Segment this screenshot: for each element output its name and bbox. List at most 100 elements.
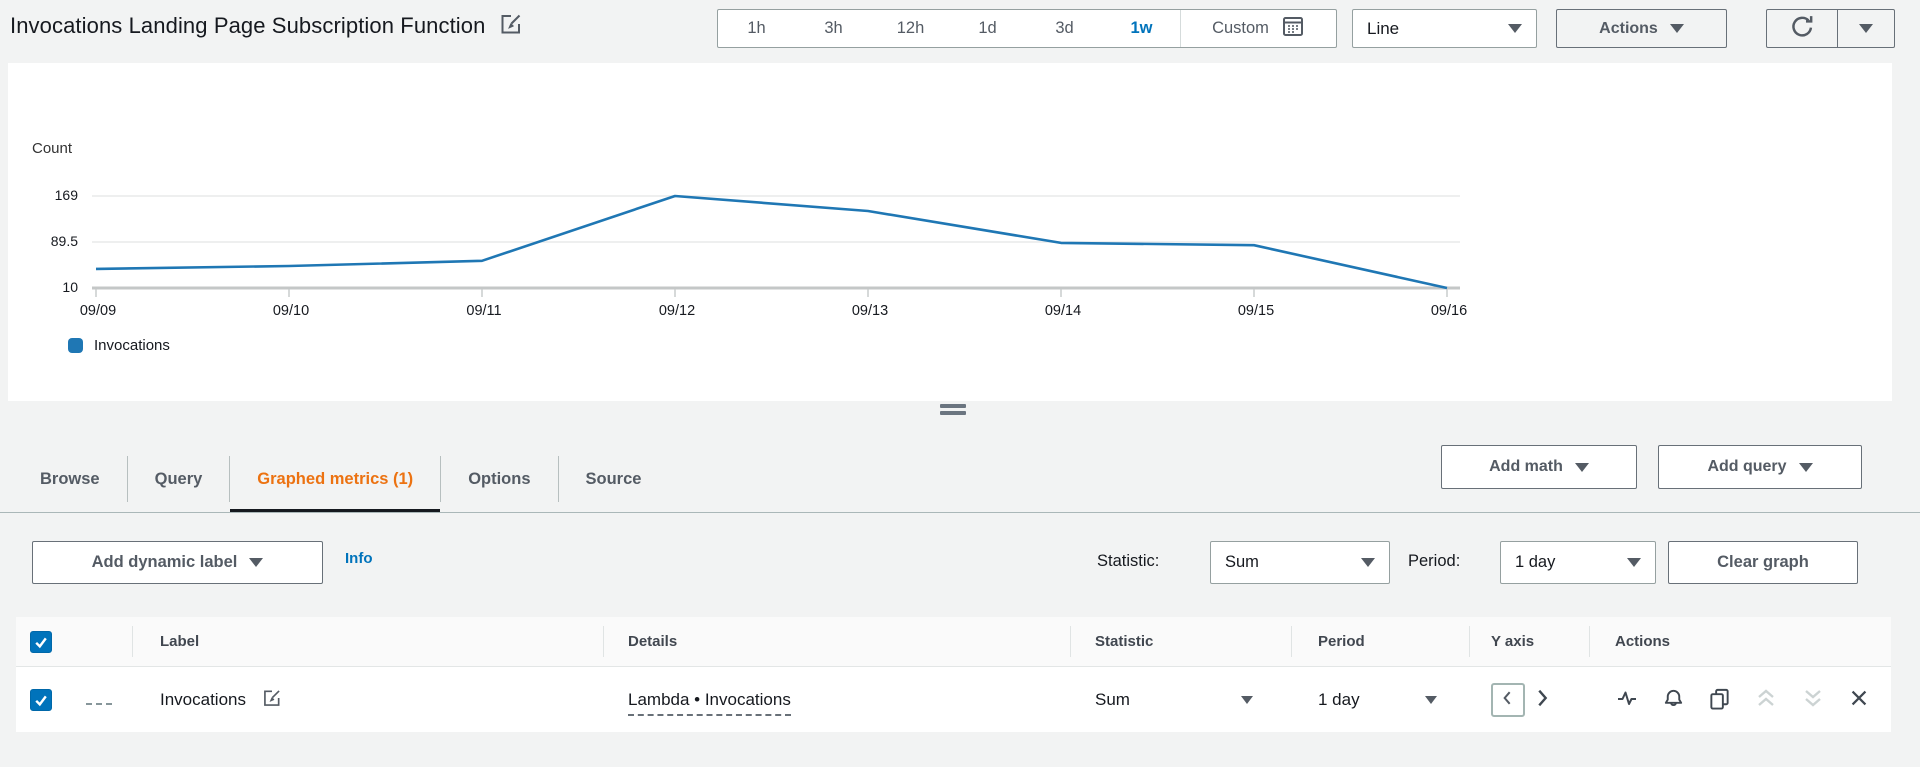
- metric-color-swatch[interactable]: [86, 699, 112, 705]
- statistic-label: Statistic:: [1097, 552, 1160, 570]
- edit-metric-label-button[interactable]: [262, 688, 282, 711]
- tab-graphed-metrics[interactable]: Graphed metrics (1): [230, 445, 441, 513]
- x-tick-0910: 09/10: [272, 303, 310, 319]
- select-all-checkbox[interactable]: [30, 630, 52, 653]
- y-axis-title: Count: [32, 140, 73, 157]
- time-range-1d[interactable]: 1d: [978, 19, 997, 37]
- chevron-down-icon: [1241, 695, 1253, 704]
- chevron-down-icon: [1574, 462, 1589, 472]
- time-range-3d[interactable]: 3d: [1055, 19, 1074, 37]
- refresh-button[interactable]: [1766, 9, 1838, 48]
- x-tick-0914: 09/14: [1044, 303, 1082, 319]
- x-tick-0916: 09/16: [1430, 303, 1468, 319]
- edit-icon: [262, 688, 282, 711]
- chart-svg[interactable]: [92, 188, 1464, 304]
- actions-label: Actions: [1599, 19, 1658, 37]
- clear-graph-button[interactable]: Clear graph: [1668, 541, 1858, 584]
- divider: [440, 456, 442, 502]
- statistic-select[interactable]: Sum: [1210, 541, 1390, 584]
- move-down-button[interactable]: [1801, 686, 1825, 713]
- add-math-label: Add math: [1489, 458, 1563, 475]
- page-title: Invocations Landing Page Subscription Fu…: [10, 12, 486, 38]
- divider: [1180, 10, 1181, 47]
- move-up-button[interactable]: [1754, 686, 1778, 713]
- header: Invocations Landing Page Subscription Fu…: [10, 12, 523, 39]
- y-axis-left-button[interactable]: [1491, 682, 1525, 717]
- x-tick-0911: 09/11: [466, 303, 502, 319]
- tab-query[interactable]: Query: [154, 469, 203, 488]
- legend-label: Invocations: [94, 337, 170, 354]
- double-chevron-down-icon: [1801, 686, 1825, 713]
- pulse-icon: [1615, 686, 1639, 713]
- x-tick-0912: 09/12: [658, 303, 696, 319]
- chart-type-value: Line: [1367, 18, 1400, 38]
- chevron-down-icon: [249, 558, 264, 567]
- chart-panel: Count 169 89.5 10 09/09 09/10 09/11 09/1…: [8, 63, 1892, 401]
- add-query-label: Add query: [1707, 458, 1787, 475]
- bell-icon: [1662, 687, 1685, 713]
- chevron-left-icon: [1498, 688, 1518, 711]
- time-range-1w[interactable]: 1w: [1130, 19, 1153, 37]
- x-tick-0909: 09/09: [79, 303, 117, 319]
- chevron-down-icon: [1859, 24, 1873, 33]
- refresh-group: [1766, 9, 1895, 48]
- create-alarm-button[interactable]: [1662, 687, 1685, 713]
- divider: [126, 456, 128, 502]
- graph-metric-button[interactable]: [1615, 686, 1639, 713]
- info-link[interactable]: Info: [345, 550, 373, 567]
- period-label: Period:: [1408, 552, 1461, 570]
- tab-options[interactable]: Options: [468, 469, 531, 488]
- edit-icon: [499, 12, 523, 39]
- table-row: Invocations Lambda • Invocations Sum 1 d…: [16, 667, 1891, 732]
- divider: [229, 456, 231, 502]
- copy-icon: [1708, 687, 1731, 713]
- chevron-down-icon: [1361, 558, 1375, 567]
- row-period-select[interactable]: 1 day: [1291, 690, 1469, 710]
- y-tick-89-5: 89.5: [50, 233, 78, 249]
- remove-metric-button[interactable]: [1848, 687, 1870, 712]
- time-range-3h[interactable]: 3h: [824, 19, 843, 37]
- legend-item-invocations[interactable]: Invocations: [68, 337, 170, 354]
- chevron-down-icon: [1627, 558, 1641, 567]
- refresh-options-button[interactable]: [1838, 9, 1895, 48]
- chart-type-select[interactable]: Line: [1352, 9, 1537, 48]
- actions-button[interactable]: Actions: [1556, 9, 1727, 48]
- invocations-line: [95, 194, 1448, 290]
- custom-time-range-button[interactable]: Custom: [1181, 14, 1336, 43]
- time-range-group: 1h 3h 12h 1d 3d 1w Custom: [717, 9, 1337, 48]
- chevron-down-icon: [1798, 462, 1813, 472]
- edit-title-button[interactable]: [499, 12, 523, 39]
- duplicate-button[interactable]: [1708, 687, 1731, 713]
- header-details: Details: [603, 617, 1070, 666]
- panel-resize-handle[interactable]: [940, 404, 966, 418]
- add-math-button[interactable]: Add math: [1441, 445, 1637, 489]
- add-dynamic-label-text: Add dynamic label: [91, 553, 238, 571]
- time-range-1h[interactable]: 1h: [747, 19, 766, 37]
- add-query-button[interactable]: Add query: [1658, 445, 1862, 489]
- row-statistic-value: Sum: [1095, 689, 1130, 709]
- tab-source[interactable]: Source: [585, 469, 642, 488]
- x-tick-0913: 09/13: [851, 303, 889, 319]
- clear-graph-label: Clear graph: [1717, 553, 1809, 571]
- close-icon: [1848, 687, 1870, 712]
- row-period-value: 1 day: [1318, 689, 1360, 709]
- row-checkbox[interactable]: [30, 688, 52, 711]
- x-tick-0915: 09/15: [1237, 303, 1275, 319]
- add-dynamic-label-button[interactable]: Add dynamic label: [32, 541, 323, 584]
- period-select[interactable]: 1 day: [1500, 541, 1656, 584]
- calendar-icon: [1281, 14, 1305, 43]
- metric-details[interactable]: Lambda • Invocations: [628, 689, 791, 716]
- time-range-12h[interactable]: 12h: [896, 19, 925, 37]
- header-y-axis: Y axis: [1469, 617, 1589, 666]
- tab-bar: Browse Query Graphed metrics (1) Options…: [13, 445, 668, 513]
- graphed-metrics-table: Label Details Statistic Period Y axis Ac…: [16, 617, 1891, 732]
- y-axis-right-button[interactable]: [1531, 687, 1553, 712]
- chevron-down-icon: [1508, 24, 1522, 33]
- chevron-right-icon: [1531, 687, 1553, 712]
- period-value: 1 day: [1515, 553, 1556, 571]
- header-label: Label: [132, 617, 603, 666]
- row-statistic-select[interactable]: Sum: [1070, 690, 1291, 710]
- chevron-down-icon: [1669, 24, 1684, 33]
- tab-browse[interactable]: Browse: [40, 469, 100, 488]
- header-period: Period: [1291, 617, 1469, 666]
